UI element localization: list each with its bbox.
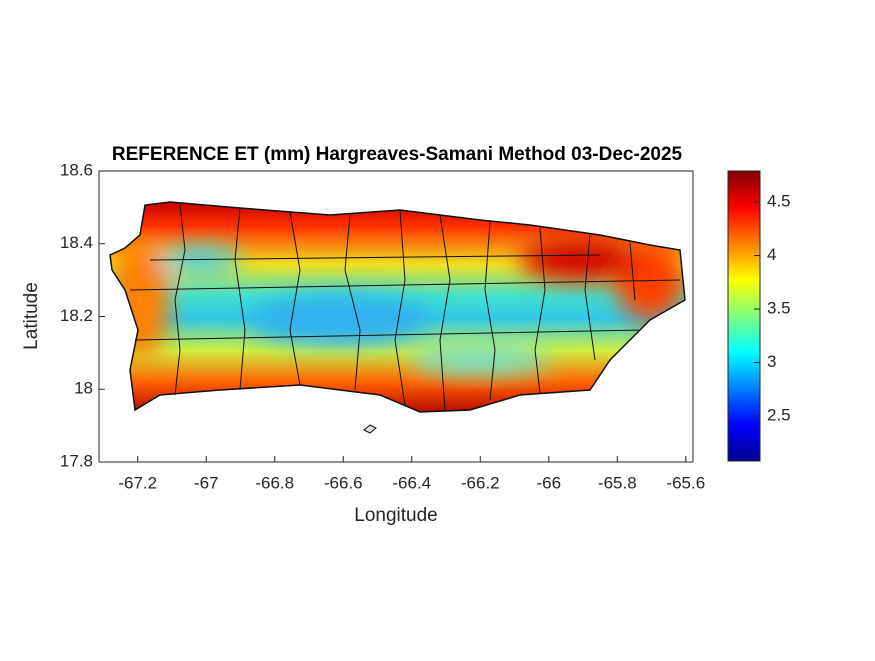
- chart-title: REFERENCE ET (mm) Hargreaves-Samani Meth…: [112, 144, 683, 165]
- y-axis-label: Latitude: [21, 282, 42, 350]
- x-tick-label: -66.2: [461, 473, 500, 492]
- colorbar-tick-label: 4.5: [767, 192, 791, 211]
- x-tick-label: -66.4: [392, 473, 431, 492]
- x-tick-label: -66.6: [324, 473, 363, 492]
- colorbar-tick-label: 3: [767, 352, 776, 371]
- x-axis-label: Longitude: [354, 505, 437, 526]
- y-tick-label: 18.6: [60, 160, 93, 179]
- y-tick-label: 18: [74, 379, 93, 398]
- colorbar-tick-label: 3.5: [767, 299, 791, 318]
- x-tick-label: -67.2: [118, 473, 157, 492]
- y-tick-label: 18.2: [60, 306, 93, 325]
- x-tick-label: -66.8: [255, 473, 294, 492]
- x-tick-label: -67: [194, 473, 219, 492]
- x-tick-label: -66: [536, 473, 561, 492]
- colorbar-tick-label: 2.5: [767, 406, 791, 425]
- x-tick-label: -65.8: [598, 473, 637, 492]
- x-tick-label: -65.6: [666, 473, 705, 492]
- islet: [363, 424, 377, 434]
- coastline: [109, 201, 686, 413]
- y-tick-label: 17.8: [60, 451, 93, 470]
- municipal-boundaries: [129, 204, 681, 411]
- y-tick-label: 18.4: [60, 233, 93, 252]
- et-field: [110, 202, 685, 412]
- colorbar-tick-label: 4: [767, 245, 776, 264]
- colorbar: [727, 170, 761, 462]
